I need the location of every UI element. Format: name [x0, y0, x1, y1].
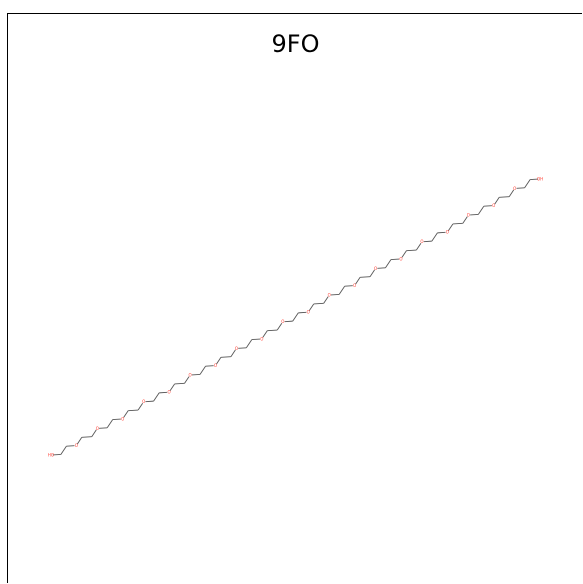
bond: [377, 267, 386, 269]
bond: [60, 445, 67, 455]
ether-oxygen-label: O: [446, 230, 449, 235]
bond: [81, 436, 92, 438]
bond: [494, 197, 500, 205]
bond: [184, 376, 190, 384]
bond: [106, 419, 114, 429]
bond: [284, 320, 293, 323]
bond: [369, 269, 375, 277]
bond: [437, 231, 446, 234]
bond: [385, 259, 392, 269]
bond: [355, 277, 361, 285]
bond: [145, 400, 154, 403]
bond: [230, 349, 236, 357]
bond: [52, 454, 61, 456]
bond: [391, 258, 400, 260]
bond: [99, 427, 108, 429]
bond: [530, 178, 539, 180]
ether-oxygen-label: O: [75, 443, 78, 448]
ether-oxygen-label: O: [374, 266, 377, 271]
bond: [245, 339, 253, 349]
bond: [251, 338, 261, 340]
bond: [431, 232, 438, 242]
bond: [344, 285, 353, 287]
bond: [483, 205, 492, 207]
ether-oxygen-label: O: [121, 416, 124, 421]
ether-oxygen-label: O: [188, 372, 191, 377]
ether-oxygen-label: O: [260, 336, 263, 341]
bond: [452, 222, 463, 225]
bond: [267, 329, 278, 332]
ether-oxygen-label: O: [467, 212, 470, 217]
bond: [153, 392, 160, 402]
bond: [191, 374, 200, 376]
bond: [360, 276, 371, 278]
ether-oxygen-label: O: [307, 310, 310, 315]
ether-oxygen-label: O: [328, 292, 331, 297]
bond: [276, 322, 283, 331]
ether-oxygen-label: O: [492, 203, 495, 208]
bond: [292, 312, 299, 322]
bond: [66, 445, 75, 447]
bond: [112, 418, 121, 420]
bond: [477, 205, 485, 215]
bond: [159, 391, 168, 394]
page-title: 9FO: [271, 30, 320, 58]
bond: [330, 294, 340, 296]
bond: [220, 356, 231, 358]
bond: [137, 402, 144, 411]
bond: [308, 303, 315, 312]
bond: [128, 409, 139, 412]
ether-oxygen-label: O: [399, 256, 402, 261]
bond: [298, 311, 307, 314]
bond: [401, 250, 407, 258]
bond: [524, 179, 531, 189]
bond: [516, 187, 525, 189]
ether-oxygen-label: O: [281, 319, 284, 324]
ether-oxygen-label: O: [235, 346, 238, 351]
bond: [462, 216, 468, 224]
bond: [123, 410, 129, 418]
bond: [199, 365, 206, 375]
bond: [262, 330, 268, 338]
bond: [416, 242, 422, 251]
ether-oxygen-label: O: [96, 426, 99, 431]
hydroxyl-start-label: HO: [48, 452, 54, 457]
bond: [238, 347, 247, 349]
hydroxyl-end-label: OH: [537, 176, 543, 181]
ether-oxygen-label: O: [214, 363, 217, 368]
bond: [216, 357, 222, 365]
bond: [323, 296, 329, 304]
bond: [508, 189, 515, 197]
ether-oxygen-label: O: [513, 186, 516, 191]
bond: [423, 240, 432, 243]
ether-oxygen-label: O: [167, 390, 170, 395]
molecule-drawing: HO O O O O O O O O O O O O O O O O O O O O OH: [48, 176, 543, 457]
bond: [313, 302, 324, 305]
ether-oxygen-label: O: [142, 399, 145, 404]
bond: [91, 429, 97, 437]
bond: [169, 383, 175, 392]
bond: [499, 196, 510, 198]
bond: [174, 382, 185, 385]
bond: [338, 285, 346, 295]
ether-oxygen-label: O: [353, 283, 356, 288]
structure-panel: 9FO HO O O O O O O O O O O O O O O O O O O O O OH: [7, 13, 582, 583]
bond: [406, 249, 417, 252]
bond: [76, 437, 83, 445]
bond: [470, 214, 479, 216]
bond: [447, 223, 454, 232]
ether-oxygen-label: O: [420, 239, 423, 244]
bond: [205, 365, 214, 367]
